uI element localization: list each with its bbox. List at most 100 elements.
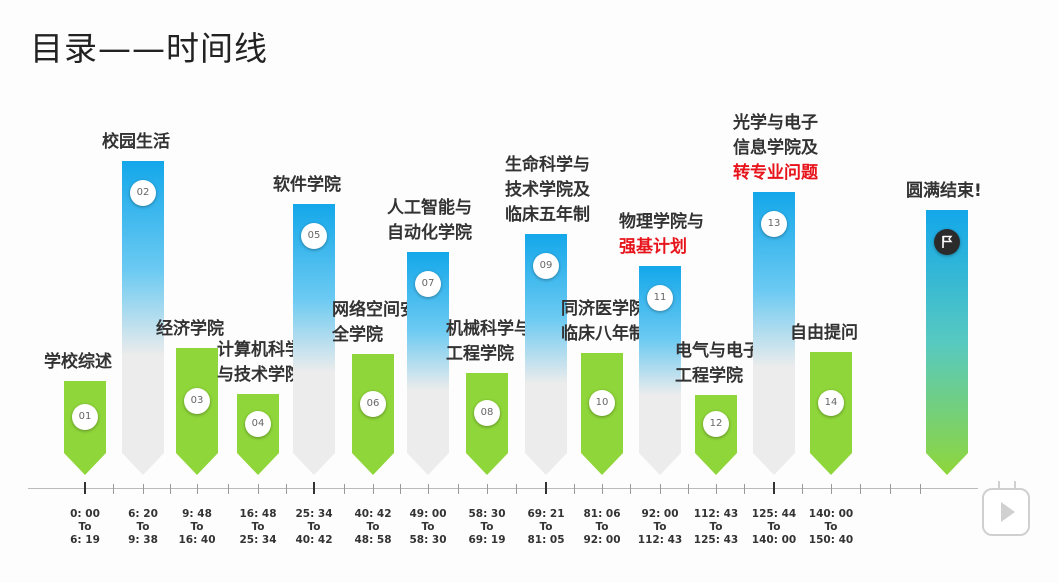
timeline-bar-05[interactable] [293,204,335,475]
item-number-badge: 11 [647,285,673,311]
item-label-line: 工程学院 [675,366,743,386]
timeline-tick [773,482,775,494]
timeline-minor-tick [574,484,575,494]
time-range-line: 125: 44 [751,508,797,520]
time-range-line: To [307,521,321,533]
timeline-minor-tick [860,484,861,494]
item-label-line: 自由提问 [790,323,858,343]
item-label-line: 校园生活 [102,132,170,152]
time-range-line: To [136,521,150,533]
item-label: 生命科学与 技术学院及 临床五年制 [505,153,590,228]
item-label-line: 同济医学院与 [561,299,663,319]
item-label-line: 临床八年制 [561,324,646,344]
time-range: 49: 00 To 58: 30 [393,508,463,547]
timeline-minor-tick [802,484,803,494]
item-label: 计算机科学 与技术学院 [217,338,302,388]
time-range-line: To [824,521,838,533]
time-range: 69: 21 To 81: 05 [511,508,581,547]
time-range: 140: 00 To 150: 40 [796,508,866,547]
timeline-minor-tick [920,484,921,494]
item-label-line: 技术学院及 [505,180,590,200]
item-number-badge: 12 [703,411,729,437]
time-range-line: To [653,521,667,533]
time-range-line: 92: 00 [641,508,679,520]
time-range-line: 69: 21 [527,508,565,520]
timeline-tick [197,484,198,494]
timeline-bar-02[interactable] [122,161,164,475]
time-range-line: 40: 42 [354,508,392,520]
item-label-line: 强基计划 [619,237,687,257]
time-range: 25: 34 To 40: 42 [279,508,349,547]
time-range-line: 140: 00 [751,534,797,546]
item-number-badge: 02 [130,180,156,206]
time-range: 16: 48 To 25: 34 [223,508,293,547]
timeline-tick [428,484,429,494]
item-label-line: 经济学院 [156,319,224,339]
item-number-badge: 03 [184,387,210,414]
timeline-minor-tick [890,484,891,494]
item-number-badge: 04 [245,410,271,437]
time-range: 0: 00 To 6: 19 [50,508,120,547]
time-range: 40: 42 To 48: 58 [338,508,408,547]
timeline-tick [660,484,661,494]
item-label-line: 生命科学与 [505,155,590,175]
time-range-line: 25: 34 [239,534,277,546]
time-range-line: To [767,521,781,533]
time-range: 9: 48 To 16: 40 [162,508,232,547]
time-range-line: 9: 48 [182,508,212,520]
timeline-tick [545,482,547,494]
item-label: 人工智能与 自动化学院 [387,196,472,246]
item-label: 机械科学与 工程学院 [446,317,531,367]
time-range-line: 58: 30 [409,534,447,546]
item-label: 光学与电子 信息学院及 转专业问题 [733,111,818,186]
timeline-minor-tick [113,484,114,494]
item-number-badge: 09 [533,253,559,279]
item-label-line: 全学院 [332,325,383,345]
timeline-tick [373,484,374,494]
item-number-badge: 08 [474,400,500,426]
item-label-line: 物理学院与 [619,212,704,232]
timeline-minor-tick [688,484,689,494]
timeline-bar-13[interactable] [753,192,795,475]
play-triangle [1001,502,1015,522]
item-label-line: 计算机科学 [217,340,302,360]
time-range-line: To [480,521,494,533]
item-label-line: 转专业问题 [733,163,818,183]
play-button-icon[interactable] [982,488,1030,536]
item-label-line: 光学与电子 [733,113,818,133]
time-range: 6: 20 To 9: 38 [108,508,178,547]
time-range-line: To [78,521,92,533]
time-range-line: 16: 48 [239,508,277,520]
item-label-line: 网络空间安 [332,300,417,320]
item-number-badge: 13 [761,211,787,237]
time-range-line: 48: 58 [354,534,392,546]
timeline-tick [831,484,832,494]
timeline-minor-tick [744,484,745,494]
timeline-minor-tick [516,484,517,494]
timeline-tick [487,484,488,494]
item-label-line: 自动化学院 [387,223,472,243]
time-range-line: 112: 43 [637,534,683,546]
item-label: 网络空间安 全学院 [332,298,417,348]
time-range-line: 150: 40 [808,534,854,546]
time-range-line: 69: 19 [468,534,506,546]
time-range-line: 92: 00 [583,534,621,546]
timeline-minor-tick [228,484,229,494]
timeline-minor-tick [286,484,287,494]
time-range-line: To [190,521,204,533]
time-range-line: 140: 00 [808,508,854,520]
item-label: 圆满结束! [906,179,982,204]
time-range-line: 16: 40 [178,534,216,546]
timeline-tick [716,484,717,494]
time-range: 125: 44 To 140: 00 [739,508,809,547]
time-range: 81: 06 To 92: 00 [567,508,637,547]
item-label: 软件学院 [273,173,341,198]
item-label: 校园生活 [102,130,170,155]
time-range-line: 81: 05 [527,534,565,546]
time-range-line: 6: 19 [70,534,100,546]
item-number-badge: 07 [415,271,441,297]
page-title: 目录——时间线 [30,29,268,68]
time-range-line: 6: 20 [128,508,158,520]
time-range-line: 49: 00 [409,508,447,520]
